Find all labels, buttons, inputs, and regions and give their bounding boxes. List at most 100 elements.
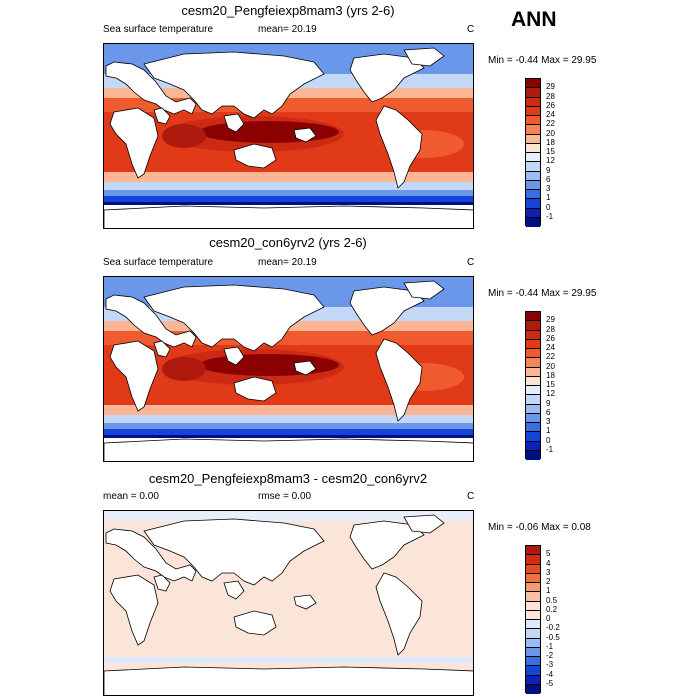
colorbar-swatch	[526, 423, 540, 433]
panel-1-title: cesm20_Pengfeiexp8mam3 (yrs 2-6)	[181, 3, 395, 18]
colorbar-swatch	[526, 199, 540, 209]
colorbar-level-label: 4	[546, 558, 551, 568]
colorbar-swatch	[526, 413, 540, 423]
colorbar-swatch	[526, 592, 540, 602]
colorbar-swatch	[526, 367, 540, 377]
panel-3-minmax: Min = -0.06 Max = 0.08	[488, 522, 591, 533]
colorbar-level-label: -0.2	[546, 623, 560, 633]
panel-3-title: cesm20_Pengfeiexp8mam3 - cesm20_con6yrv2	[148, 471, 428, 486]
colorbar-level-label: 3	[546, 184, 551, 193]
panel-1-field-label: Sea surface temperature	[103, 24, 214, 35]
colorbar-swatch	[526, 647, 540, 657]
panel-3-rmse: rmse = 0.00	[258, 491, 312, 502]
colorbar-level-label: -3	[546, 660, 554, 670]
colorbar-level-label: 22	[546, 352, 555, 362]
colorbar-level-label: 18	[546, 370, 555, 380]
colorbar-level-label: 0	[546, 202, 551, 212]
colorbar-swatch	[526, 564, 540, 574]
colorbar-swatch	[526, 601, 540, 611]
colorbar-level-label: 28	[546, 91, 555, 101]
colorbar-swatch	[526, 441, 540, 451]
colorbar-swatch	[526, 153, 540, 163]
colorbar-level-label: 26	[546, 333, 555, 343]
panel-3-colorbar	[525, 545, 541, 694]
colorbar-swatch	[526, 330, 540, 340]
colorbar-swatch	[526, 657, 540, 667]
colorbar-swatch	[526, 450, 540, 460]
colorbar-swatch	[526, 432, 540, 442]
colorbar-swatch	[526, 684, 540, 694]
colorbar-level-label: 22	[546, 119, 555, 129]
colorbar-swatch	[526, 573, 540, 583]
colorbar-swatch	[526, 88, 540, 98]
colorbar-level-label: 20	[546, 128, 555, 138]
colorbar-level-label: 15	[546, 380, 555, 389]
colorbar-level-label: 0	[546, 435, 551, 445]
colorbar-swatch	[526, 162, 540, 172]
colorbar-swatch	[526, 358, 540, 368]
colorbar-swatch	[526, 134, 540, 144]
colorbar-swatch	[526, 376, 540, 386]
colorbar-level-label: 12	[546, 389, 555, 399]
colorbar-swatch	[526, 106, 540, 116]
colorbar-swatch	[526, 321, 540, 331]
colorbar-swatch	[526, 190, 540, 200]
colorbar-level-label: 0.5	[546, 595, 558, 605]
colorbar-level-label: -1	[546, 444, 554, 454]
panel-1-units: C	[467, 24, 475, 35]
colorbar-swatch	[526, 143, 540, 153]
colorbar-level-label: 1	[546, 193, 551, 203]
colorbar-level-label: 3	[546, 417, 551, 426]
colorbar-level-label: 28	[546, 324, 555, 334]
panel-2-colorbar	[525, 311, 541, 460]
panel-1-colorbar	[525, 78, 541, 227]
colorbar-swatch	[526, 217, 540, 227]
colorbar-swatch	[526, 583, 540, 593]
colorbar-swatch	[526, 395, 540, 405]
colorbar-level-label: 5	[546, 549, 551, 559]
colorbar-swatch	[526, 79, 540, 89]
colorbar-swatch	[526, 675, 540, 685]
colorbar-swatch	[526, 610, 540, 620]
colorbar-level-label: 0.2	[546, 604, 558, 614]
panel-1-mean: mean= 20.19	[258, 24, 317, 35]
panel-2-field-label: Sea surface temperature	[103, 257, 214, 268]
colorbar-level-label: 24	[546, 343, 555, 352]
colorbar-level-label: 12	[546, 156, 555, 166]
colorbar-level-label: 20	[546, 361, 555, 371]
colorbar-level-label: 29	[546, 82, 555, 92]
panel-2-minmax: Min = -0.44 Max = 29.95	[488, 288, 597, 299]
colorbar-swatch	[526, 125, 540, 135]
colorbar-level-label: 15	[546, 147, 555, 156]
colorbar-level-label: -1	[546, 211, 554, 221]
panel-1-map	[103, 43, 474, 229]
colorbar-level-label: -2	[546, 651, 554, 660]
colorbar-level-label: 9	[546, 398, 551, 408]
colorbar-swatch	[526, 546, 540, 556]
panel-2-mean: mean= 20.19	[258, 257, 317, 268]
colorbar-swatch	[526, 180, 540, 190]
colorbar-swatch	[526, 666, 540, 676]
colorbar-level-label: -0.5	[546, 632, 560, 642]
panel-2-units: C	[467, 257, 475, 268]
colorbar-level-label: 2	[546, 577, 551, 586]
colorbar-level-label: 18	[546, 137, 555, 147]
colorbar-swatch	[526, 629, 540, 639]
panel-2-title: cesm20_con6yrv2 (yrs 2-6)	[209, 235, 367, 250]
colorbar-swatch	[526, 386, 540, 396]
panel-3-mean: mean = 0.00	[103, 491, 159, 502]
panel-1-minmax: Min = -0.44 Max = 29.95	[488, 55, 597, 66]
colorbar-swatch	[526, 620, 540, 630]
colorbar-level-label: 6	[546, 174, 551, 184]
colorbar-level-label: 0	[546, 614, 551, 623]
colorbar-level-label: 29	[546, 315, 555, 325]
panel-3-map	[103, 510, 474, 696]
colorbar-swatch	[526, 349, 540, 359]
panel-2-map	[103, 276, 474, 462]
colorbar-level-label: -5	[546, 678, 554, 688]
colorbar-level-label: -1	[546, 641, 554, 651]
colorbar-swatch	[526, 555, 540, 565]
colorbar-level-label: 3	[546, 567, 551, 577]
colorbar-swatch	[526, 208, 540, 218]
colorbar-swatch	[526, 638, 540, 648]
